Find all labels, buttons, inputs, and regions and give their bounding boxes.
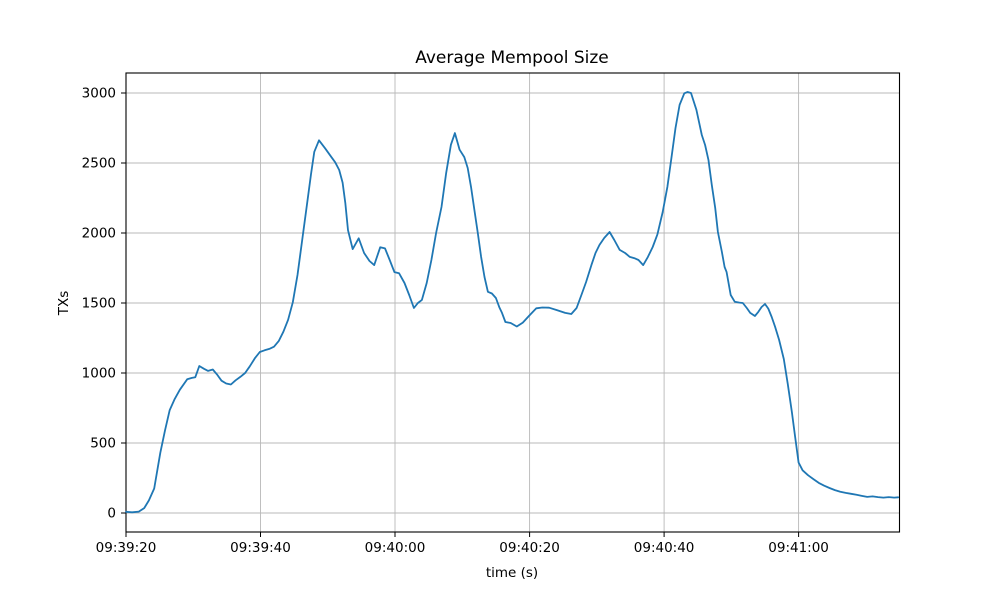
y-axis-label: TXs: [56, 291, 72, 317]
x-tick-label: 09:40:40: [634, 540, 695, 556]
y-tick-label: 1500: [82, 296, 116, 312]
tick-marks: [121, 92, 800, 537]
x-tick-label: 09:39:20: [96, 540, 157, 556]
x-tick-labels: 09:39:20 09:39:40 09:40:00 09:40:20 09:4…: [96, 540, 829, 556]
x-tick-label: 09:40:00: [365, 540, 426, 556]
x-tick-label: 09:41:00: [768, 540, 829, 556]
y-tick-labels: 0 500 1000 1500 2000 2500 3000: [82, 86, 116, 522]
plot-frame: [125, 72, 901, 533]
x-tick-label: 09:39:40: [230, 540, 291, 556]
grid-lines: [125, 73, 900, 532]
y-tick-label: 1000: [82, 366, 116, 382]
y-tick-label: 500: [90, 436, 116, 452]
mempool-series-line: [125, 91, 900, 514]
y-tick-label: 2000: [82, 226, 116, 242]
chart-title: Average Mempool Size: [415, 48, 609, 68]
y-tick-label: 3000: [82, 86, 116, 102]
y-tick-label: 2500: [82, 156, 116, 172]
x-axis-label: time (s): [486, 565, 538, 581]
x-tick-label: 09:40:20: [499, 540, 560, 556]
y-tick-label: 0: [107, 506, 116, 522]
